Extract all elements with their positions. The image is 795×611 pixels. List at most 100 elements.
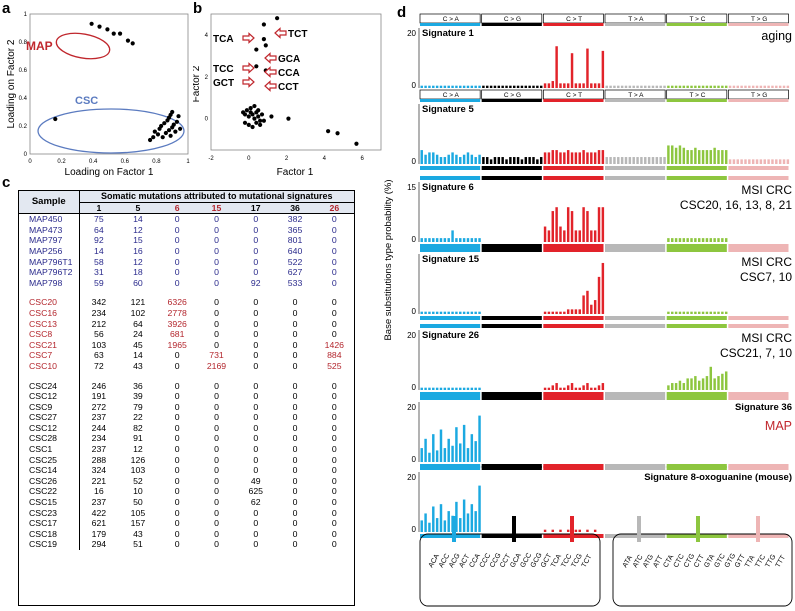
panel-label-b: b <box>193 0 203 17</box>
signature-bar <box>778 159 782 164</box>
signature-bar <box>590 230 593 242</box>
sig-ytick-zero: 0 <box>412 307 417 316</box>
table-row: CSC23 422 105 0 0 0 0 0 <box>19 507 354 519</box>
signature-bar <box>420 520 423 532</box>
signature-bar <box>478 311 481 314</box>
panel-b-point <box>275 16 280 21</box>
signature-bar <box>690 85 693 88</box>
signature-note: aging <box>761 29 792 43</box>
signature-bar <box>620 85 624 88</box>
cell-value: 3926 <box>167 318 187 329</box>
type-color-strip <box>605 23 666 26</box>
panel-a-point <box>160 135 165 140</box>
cell-value: 0 <box>174 380 180 391</box>
cell-value: 12 <box>133 444 143 455</box>
cell-value: 640 <box>287 245 303 256</box>
cell-value: 72 <box>94 360 104 371</box>
signature-bar <box>736 85 739 88</box>
cell-value: 0 <box>214 539 219 550</box>
sig-ytick-zero: 0 <box>412 525 417 534</box>
cell-value: 884 <box>327 350 342 361</box>
panel-a-point <box>162 121 167 126</box>
signature-bar <box>751 159 755 164</box>
signature-title: Signature 36 <box>735 402 792 413</box>
type-color-strip <box>543 99 604 102</box>
panel-a-frame <box>29 13 189 155</box>
signature-bar <box>678 380 682 390</box>
signature-bar <box>543 311 547 314</box>
signature-bar <box>590 83 593 88</box>
cell-value: 0 <box>174 465 180 476</box>
cell-value: 237 <box>91 412 107 423</box>
signature-bar <box>578 230 581 242</box>
cell-value: 0 <box>292 350 298 361</box>
cell-value: 0 <box>292 412 298 423</box>
signature-bar <box>570 211 574 242</box>
cell-value: 0 <box>253 518 259 529</box>
cell-value: 0 <box>331 307 337 318</box>
signature-bar <box>493 157 497 164</box>
cell-value: 0 <box>253 360 259 371</box>
type-color-strip <box>728 466 789 470</box>
cell-value: 627 <box>287 267 303 278</box>
signature-bar <box>636 85 639 88</box>
signature-bar <box>759 159 763 164</box>
type-color-strip <box>420 248 481 252</box>
mutation-type-label: T > C <box>690 16 706 23</box>
signature-bar <box>597 150 601 164</box>
signature-bar <box>439 504 443 532</box>
signature-bar <box>748 159 751 164</box>
signature-bar <box>578 152 581 164</box>
cell-value: 15 <box>133 235 143 246</box>
cell-value: 0 <box>331 539 337 550</box>
signature-bar <box>505 85 508 88</box>
signature-bar <box>617 157 620 164</box>
signature-bar <box>435 311 439 314</box>
signature-bar <box>755 159 759 164</box>
signature-bar <box>674 238 678 242</box>
signature-bar <box>717 238 720 242</box>
mutation-type-label: C > T <box>566 16 582 23</box>
signature-bar <box>462 154 466 164</box>
signature-bar <box>694 85 697 88</box>
signature-bar <box>439 429 443 462</box>
type-color-strip <box>420 396 481 400</box>
signature-bar <box>690 238 693 242</box>
type-color-strip <box>481 176 542 180</box>
cell-value: 0 <box>292 497 298 508</box>
table-row: CSC12 244 82 0 0 0 0 0 <box>19 422 354 434</box>
signature-title: Signature 6 <box>422 182 474 193</box>
signature-bar <box>551 150 554 164</box>
cell-value: 64 <box>94 224 104 235</box>
signature-bar <box>682 147 686 164</box>
cell-value: 0 <box>292 401 298 412</box>
mutation-type-label: T > A <box>628 16 644 23</box>
sample-name: CSC9 <box>19 401 80 413</box>
signature-bar <box>470 238 474 242</box>
signature-bar <box>443 157 447 164</box>
cell-value: 0 <box>174 224 180 235</box>
cell-value: 92 <box>94 235 104 246</box>
type-color-strip <box>543 166 604 170</box>
cell-value: 0 <box>331 465 337 476</box>
signature-bar <box>597 276 601 314</box>
cell-value: 0 <box>214 380 219 391</box>
panel-b-point <box>256 114 261 119</box>
signature-bar <box>462 85 466 88</box>
signature-bar <box>451 387 454 390</box>
table-row: MAP450 75 14 0 0 0 382 0 <box>19 213 354 225</box>
signature-bar <box>647 85 651 88</box>
signature-bar <box>555 383 558 390</box>
signature-bar <box>432 434 435 462</box>
panel-b-yticks: 0 2 4 <box>205 33 209 123</box>
sample-name: CSC26 <box>19 475 80 487</box>
type-color-strip <box>481 534 542 538</box>
cell-value: 0 <box>331 297 337 308</box>
signature-bar <box>586 48 589 88</box>
cell-value: 58 <box>94 256 104 267</box>
signature-bar <box>435 387 439 390</box>
cell-value: 0 <box>331 235 337 246</box>
table-row: CSC15 237 50 0 0 62 0 0 <box>19 497 354 508</box>
mutation-type-label: T > G <box>751 16 767 23</box>
cell-value: 0 <box>214 339 219 350</box>
